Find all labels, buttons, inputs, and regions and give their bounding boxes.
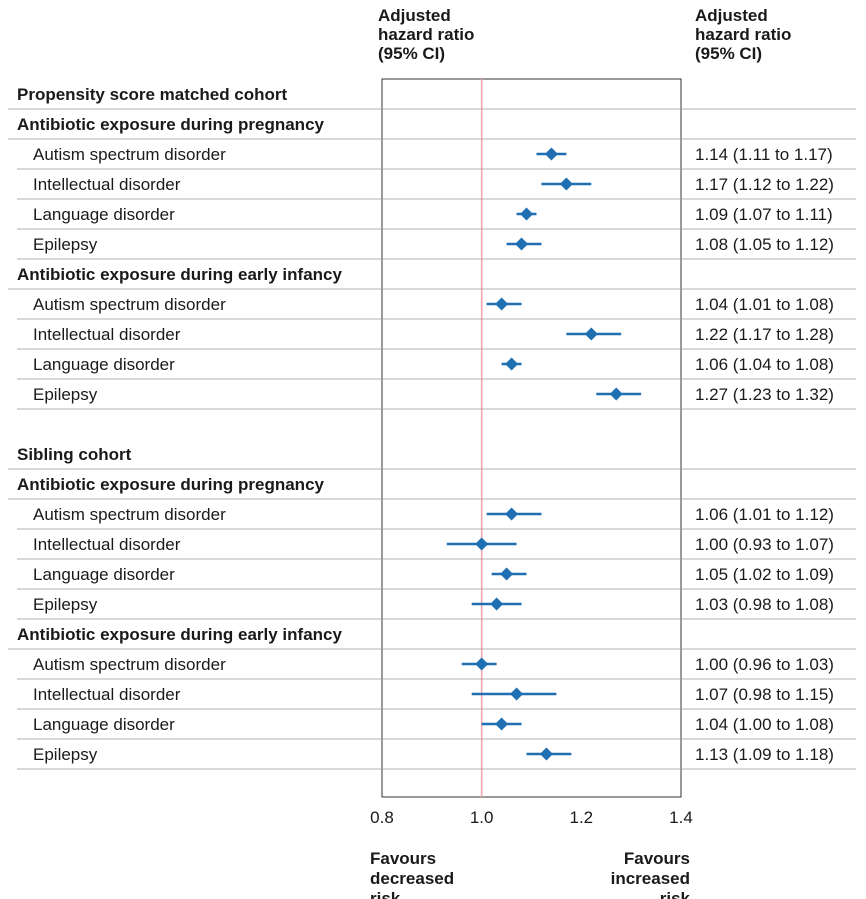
forest-row-outcome: Intellectual disorder 1.17 (1.12 to 1.22)	[17, 175, 856, 200]
plot-frame	[381, 78, 682, 798]
outcome-label: Intellectual disorder	[33, 175, 181, 194]
value-column-heading: Adjusted	[695, 6, 768, 25]
point-estimate-marker	[520, 207, 534, 221]
forest-row-group: Antibiotic exposure during pregnancy	[8, 475, 856, 500]
forest-row-outcome: Language disorder 1.05 (1.02 to 1.09)	[17, 565, 856, 590]
favours-decreased-label: decreased	[370, 869, 454, 888]
outcome-label: Epilepsy	[33, 235, 98, 254]
forest-row-outcome: Intellectual disorder 1.22 (1.17 to 1.28)	[17, 325, 856, 350]
forest-row-group: Antibiotic exposure during pregnancy	[8, 115, 856, 140]
hazard-ratio-value: 1.14 (1.11 to 1.17)	[695, 145, 833, 164]
hazard-ratio-value: 1.22 (1.17 to 1.28)	[695, 325, 834, 344]
hazard-ratio-value: 1.03 (0.98 to 1.08)	[695, 595, 834, 614]
forest-row-outcome: Autism spectrum disorder 1.04 (1.01 to 1.…	[17, 295, 856, 320]
point-estimate-marker	[609, 387, 623, 401]
forest-row-outcome: Language disorder 1.04 (1.00 to 1.08)	[17, 715, 856, 740]
point-estimate-marker	[475, 537, 489, 551]
outcome-label: Epilepsy	[33, 385, 98, 404]
forest-row-outcome: Intellectual disorder 1.00 (0.93 to 1.07)	[17, 535, 856, 560]
forest-row-outcome: Epilepsy 1.13 (1.09 to 1.18)	[17, 745, 856, 770]
forest-row-group: Antibiotic exposure during early infancy	[8, 625, 856, 650]
outcome-label: Language disorder	[33, 715, 175, 734]
forest-row-group: Antibiotic exposure during early infancy	[8, 265, 856, 290]
outcome-label: Intellectual disorder	[33, 325, 181, 344]
exposure-heading: Antibiotic exposure during pregnancy	[17, 475, 325, 494]
cohort-heading: Sibling cohort	[17, 445, 132, 464]
plot-box	[381, 78, 682, 798]
x-tick-label: 1.4	[669, 808, 693, 827]
outcome-label: Intellectual disorder	[33, 685, 181, 704]
forest-row-outcome: Epilepsy 1.27 (1.23 to 1.32)	[17, 385, 856, 410]
forest-row-cohort: Sibling cohort	[8, 445, 856, 470]
outcome-label: Autism spectrum disorder	[33, 655, 226, 674]
forest-row-outcome: Epilepsy 1.08 (1.05 to 1.12)	[17, 235, 856, 260]
favours-decreased-label: Favours	[370, 849, 436, 868]
forest-row-outcome: Autism spectrum disorder 1.00 (0.96 to 1.…	[17, 655, 856, 680]
cohort-heading: Propensity score matched cohort	[17, 85, 288, 104]
hazard-ratio-value: 1.04 (1.00 to 1.08)	[695, 715, 834, 734]
hazard-ratio-value: 1.08 (1.05 to 1.12)	[695, 235, 834, 254]
hazard-ratio-value: 1.09 (1.07 to 1.11)	[695, 205, 833, 224]
favours-increased-label: increased	[611, 869, 690, 888]
forest-row-outcome: Language disorder 1.09 (1.07 to 1.11)	[17, 205, 856, 230]
exposure-heading: Antibiotic exposure during early infancy	[17, 625, 342, 644]
point-estimate-marker	[515, 237, 529, 251]
x-axis: 0.8 1.0 1.2 1.4	[370, 808, 693, 827]
hazard-ratio-value: 1.17 (1.12 to 1.22)	[695, 175, 834, 194]
outcome-label: Intellectual disorder	[33, 535, 181, 554]
point-estimate-marker	[495, 717, 509, 731]
exposure-heading: Antibiotic exposure during pregnancy	[17, 115, 325, 134]
value-column-heading: (95% CI)	[695, 44, 762, 63]
hazard-ratio-value: 1.07 (0.98 to 1.15)	[695, 685, 834, 704]
favours-increased-label: Favours	[624, 849, 690, 868]
point-estimate-marker	[495, 297, 509, 311]
outcome-label: Language disorder	[33, 355, 175, 374]
point-estimate-marker	[490, 597, 504, 611]
plot-column-heading: Adjusted	[378, 6, 451, 25]
point-estimate-marker	[544, 147, 558, 161]
hazard-ratio-value: 1.05 (1.02 to 1.09)	[695, 565, 834, 584]
point-estimate-marker	[500, 567, 514, 581]
forest-row-outcome: Autism spectrum disorder 1.06 (1.01 to 1.…	[17, 505, 856, 530]
x-tick-label: 0.8	[370, 808, 394, 827]
point-estimate-marker	[584, 327, 598, 341]
hazard-ratio-value: 1.00 (0.96 to 1.03)	[695, 655, 834, 674]
forest-row-cohort: Propensity score matched cohort	[8, 85, 856, 110]
value-column-heading: hazard ratio	[695, 25, 791, 44]
outcome-label: Epilepsy	[33, 595, 98, 614]
forest-row-outcome: Language disorder 1.06 (1.04 to 1.08)	[17, 355, 856, 380]
point-estimate-marker	[505, 357, 519, 371]
plot-column-heading: (95% CI)	[378, 44, 445, 63]
point-estimate-marker	[539, 747, 553, 761]
hazard-ratio-value: 1.04 (1.01 to 1.08)	[695, 295, 834, 314]
point-estimate-marker	[505, 507, 519, 521]
exposure-heading: Antibiotic exposure during early infancy	[17, 265, 342, 284]
point-estimate-marker	[475, 657, 489, 671]
hazard-ratio-value: 1.00 (0.93 to 1.07)	[695, 535, 834, 554]
hazard-ratio-value: 1.06 (1.04 to 1.08)	[695, 355, 834, 374]
forest-row-outcome: Epilepsy 1.03 (0.98 to 1.08)	[17, 595, 856, 620]
outcome-label: Autism spectrum disorder	[33, 145, 226, 164]
outcome-label: Autism spectrum disorder	[33, 295, 226, 314]
x-tick-label: 1.2	[570, 808, 594, 827]
favours-increased-label: risk	[660, 889, 691, 899]
point-estimate-marker	[510, 687, 524, 701]
favours-decreased-label: risk	[370, 889, 401, 899]
hazard-ratio-value: 1.27 (1.23 to 1.32)	[695, 385, 834, 404]
outcome-label: Epilepsy	[33, 745, 98, 764]
outcome-label: Language disorder	[33, 205, 175, 224]
outcome-label: Autism spectrum disorder	[33, 505, 226, 524]
forest-row-outcome: Intellectual disorder 1.07 (0.98 to 1.15)	[17, 685, 856, 710]
x-tick-label: 1.0	[470, 808, 494, 827]
forest-rows: Propensity score matched cohort Antibioti…	[8, 85, 856, 770]
forest-row-outcome: Autism spectrum disorder 1.14 (1.11 to 1.…	[17, 145, 856, 170]
outcome-label: Language disorder	[33, 565, 175, 584]
plot-column-heading: hazard ratio	[378, 25, 474, 44]
hazard-ratio-value: 1.13 (1.09 to 1.18)	[695, 745, 834, 764]
point-estimate-marker	[559, 177, 573, 191]
hazard-ratio-value: 1.06 (1.01 to 1.12)	[695, 505, 834, 524]
